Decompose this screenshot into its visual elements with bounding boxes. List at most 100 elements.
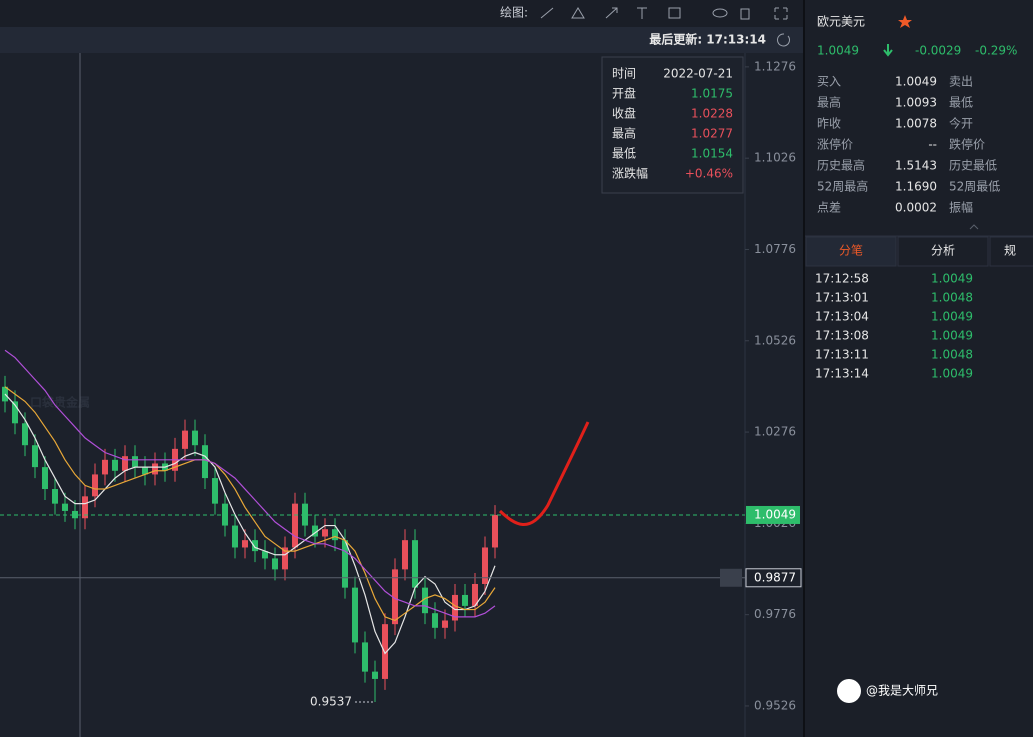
candle-body [62, 503, 68, 511]
quote-label: 最高 [817, 95, 841, 110]
candle-body [422, 587, 428, 614]
candle-body [112, 459, 118, 471]
tooltip-label: 最低 [612, 147, 636, 161]
quote-label: 52周最高 [817, 179, 868, 194]
quote-label: 最低 [949, 96, 973, 110]
candle-body [362, 642, 368, 672]
candle-body [132, 456, 138, 468]
tab[interactable] [897, 236, 989, 267]
candle-body [22, 423, 28, 446]
candle-body [152, 463, 158, 475]
tab[interactable] [805, 236, 897, 267]
candle-body [252, 540, 258, 552]
tab-label[interactable]: 分析 [931, 244, 955, 258]
tooltip-value: 1.0154 [691, 147, 733, 161]
price: 1.0049 [817, 44, 859, 58]
trade-price: 1.0049 [931, 367, 973, 381]
tab[interactable] [989, 236, 1033, 267]
quote-label: 历史最低 [949, 159, 997, 173]
quote-label: 涨停价 [817, 137, 853, 152]
y-tick-label: 1.1026 [754, 151, 796, 165]
last-price-box [746, 505, 800, 524]
tooltip-label: 时间 [612, 67, 636, 81]
candle-body [452, 594, 458, 621]
crosshair-label: 0.9877 [754, 570, 796, 584]
candle-body [192, 430, 198, 446]
down-arrow [883, 44, 893, 57]
candle-body [332, 529, 338, 541]
moving-average [4, 386, 496, 622]
candle-body [312, 525, 318, 537]
candle-body [262, 551, 268, 559]
collapse-icon[interactable] [969, 224, 979, 230]
quote-label: 昨收 [817, 117, 841, 131]
y-tick-label: 1.0276 [754, 425, 796, 439]
candle-body [142, 467, 148, 475]
trade-time: 17:13:08 [815, 329, 869, 343]
refresh-icon[interactable] [777, 33, 790, 47]
quote-label: 卖出 [949, 75, 973, 89]
candle-body [372, 671, 378, 679]
tooltip: 时间 2022-07-21 开盘 1.0175 收盘 1.0228 最高 1.0277 最低 1.… [601, 56, 744, 194]
y-tick-label: 0.9776 [754, 607, 796, 621]
trade-price: 1.0049 [931, 329, 973, 343]
quote-label: 历史最高 [817, 158, 865, 173]
candle-body [432, 613, 438, 628]
trade-time: 17:13:04 [815, 310, 869, 324]
favorite-star[interactable] [898, 15, 912, 28]
tooltip-box [601, 56, 744, 194]
quote-value: 1.0078 [895, 117, 937, 131]
trade-price: 1.0049 [931, 310, 973, 324]
min-label: 0.9537 [310, 694, 352, 708]
candle-body [12, 401, 18, 424]
quote-label: 52周最低 [949, 180, 1000, 194]
crosshair-box [745, 568, 802, 588]
y-tick-label: 1.0526 [754, 333, 796, 347]
candle-body [72, 510, 78, 519]
candle-body [272, 558, 278, 570]
candle-body [492, 514, 498, 548]
symbol-name: 欧元美元 [817, 15, 865, 29]
toolbar-icons[interactable] [540, 7, 788, 20]
tooltip-value: +0.46% [685, 167, 733, 181]
tab-label[interactable]: 分笔 [839, 243, 863, 258]
status-bar [0, 27, 803, 53]
quote-value: 1.5143 [895, 159, 937, 173]
y-tick-label: 1.0776 [754, 242, 796, 256]
tooltip-value: 1.0228 [691, 107, 733, 121]
candle-body [482, 547, 488, 584]
quote-label: 今开 [949, 116, 973, 131]
candle-body [182, 430, 188, 449]
trade-price: 1.0048 [931, 348, 973, 362]
tooltip-label: 开盘 [612, 86, 636, 101]
plot: 1.12761.10261.07761.05261.02761.00260.97… [0, 59, 802, 712]
trade-time: 17:12:58 [815, 272, 869, 286]
tab-label[interactable]: 规 [1004, 243, 1016, 258]
candle-body [92, 474, 98, 497]
candle-body [202, 445, 208, 479]
candle-body [32, 445, 38, 468]
candle-body [412, 540, 418, 588]
candle-body [82, 496, 88, 519]
tooltip-label: 最高 [612, 126, 636, 141]
quote-value: 1.0049 [895, 75, 937, 89]
candle-body [242, 540, 248, 548]
candle-body [42, 467, 48, 490]
change: -0.0029 [915, 44, 961, 58]
quote-label: 振幅 [949, 200, 973, 215]
candle-body [52, 489, 58, 504]
candle-body [382, 624, 388, 679]
draw-label: 绘图: [500, 5, 528, 20]
credit-logo [837, 679, 861, 703]
tooltip-value: 1.0175 [691, 87, 733, 101]
trade-time: 17:13:01 [815, 291, 869, 305]
bell-box[interactable] [720, 568, 742, 587]
candle-body [122, 456, 128, 471]
tooltip-label: 收盘 [612, 106, 636, 121]
last-update: 最后更新: 17:13:14 [649, 32, 766, 47]
candle-body [322, 529, 328, 537]
quote-label: 买入 [817, 75, 841, 89]
quote-value: 1.1690 [895, 180, 937, 194]
